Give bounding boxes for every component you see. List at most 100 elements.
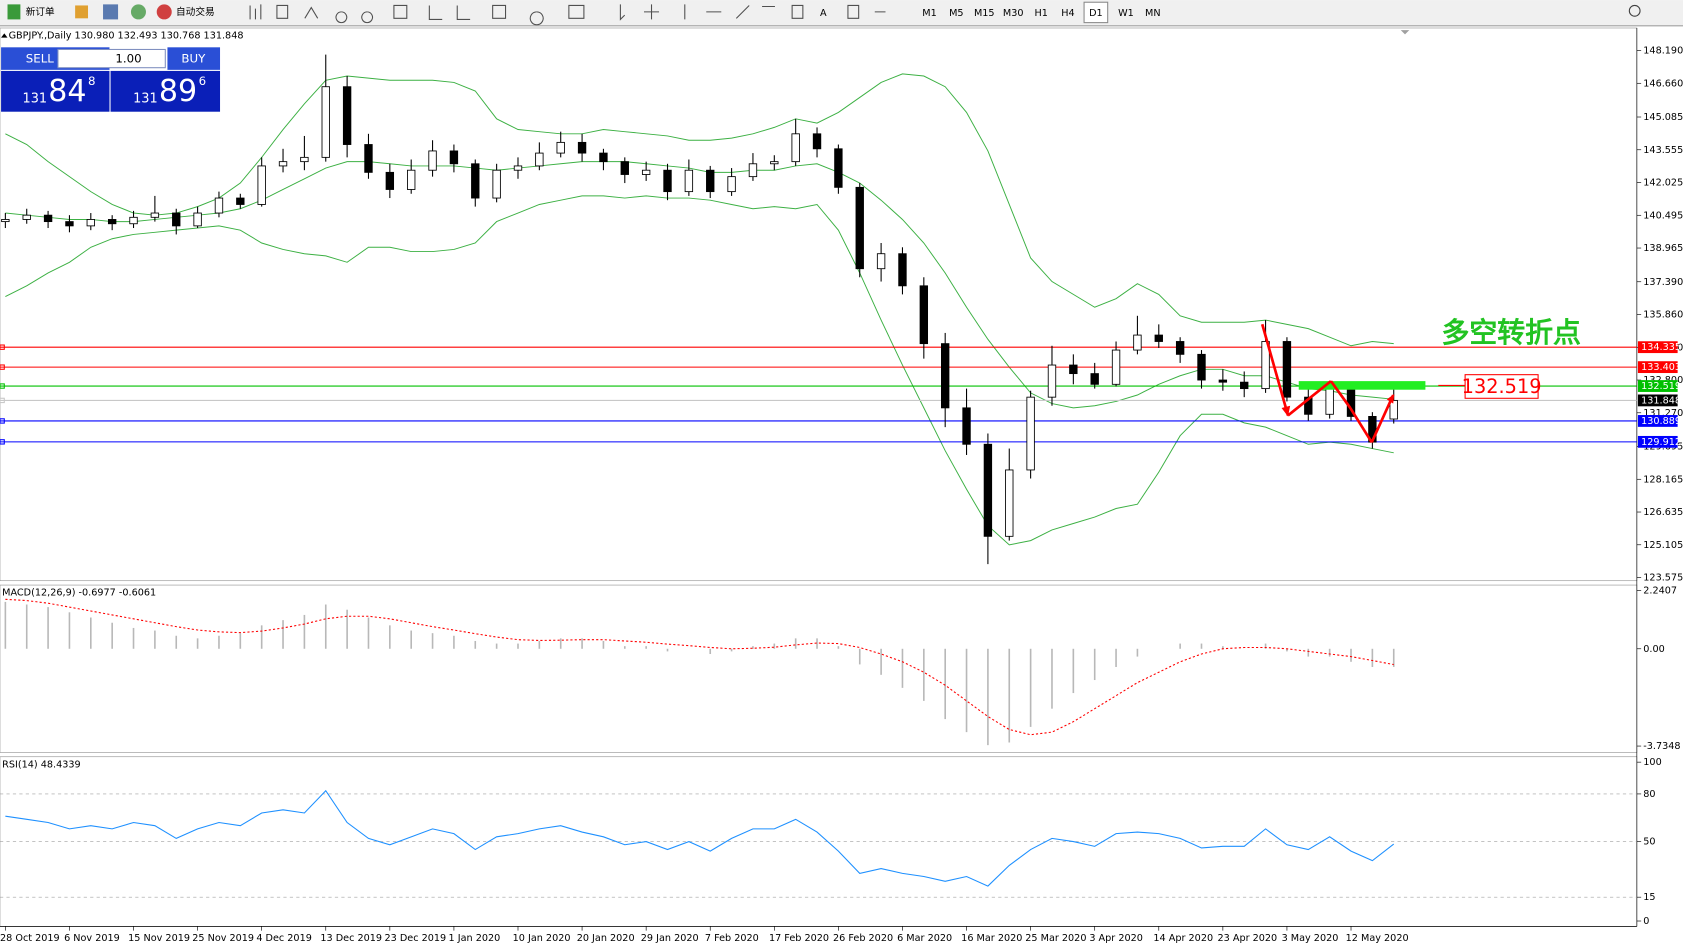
toolbar-button[interactable]: 自动交易 [176, 6, 215, 18]
candle-body [65, 221, 74, 227]
y-tick-label: 0 [1643, 916, 1649, 927]
annotation: 多空转折点 [1441, 316, 1581, 349]
timeframe-button[interactable]: MN [1145, 8, 1161, 19]
candle-body [940, 343, 950, 409]
timeframe-button[interactable]: M1 [922, 8, 936, 19]
y-tick-label: 140.495 [1643, 210, 1683, 221]
x-tick-label: 20 Jan 2020 [577, 933, 635, 944]
y-tick-label: 126.635 [1643, 507, 1683, 518]
lots-input[interactable] [57, 48, 166, 69]
rsi-line [5, 789, 1395, 887]
candle-body [1069, 364, 1078, 375]
x-tick-label: 25 Nov 2019 [192, 933, 254, 944]
text-tool[interactable]: A [820, 8, 827, 19]
rsi-title: RSI(14) 48.4339 [2, 759, 81, 770]
buy-label[interactable]: BUY [181, 52, 206, 66]
y-tick-label: 146.660 [1643, 78, 1683, 89]
y-tick-label: 148.190 [1643, 46, 1683, 57]
candle-body [855, 186, 864, 270]
x-tick-label: 4 Dec 2019 [256, 933, 312, 944]
y-tick-label: 125.105 [1643, 540, 1683, 551]
candle-body [107, 219, 117, 225]
autotrade-icon[interactable] [156, 4, 172, 20]
candle-body [834, 148, 843, 188]
x-tick-label: 3 Apr 2020 [1089, 933, 1143, 944]
toolbar-icon[interactable] [103, 4, 119, 20]
y-tick-label: 135.860 [1643, 310, 1683, 321]
candle-body [876, 253, 886, 270]
timeframe-button[interactable]: M15 [974, 8, 995, 19]
main-chart-area [0, 27, 1638, 582]
candle-body [300, 156, 309, 163]
y-tick-label: 0.00 [1643, 644, 1665, 655]
candle-body [1, 219, 10, 223]
x-tick-label: 23 Dec 2019 [384, 933, 446, 944]
candle-body [193, 212, 202, 227]
sell-label[interactable]: SELL [26, 52, 55, 66]
candle-body [236, 197, 245, 205]
candle-body [428, 150, 437, 171]
candle-body [770, 161, 779, 165]
candle-body [321, 86, 330, 158]
timeframe-button[interactable]: W1 [1118, 8, 1134, 19]
level-label: 131.848 [1641, 395, 1681, 406]
title-arrow [1, 33, 8, 38]
x-tick-label: 28 Oct 2019 [0, 933, 60, 944]
timeframe-button[interactable]: H1 [1034, 8, 1047, 19]
candle-body [1282, 341, 1292, 398]
candle-body [535, 152, 544, 167]
level-label-bg [1637, 394, 1678, 407]
buy-button[interactable] [167, 47, 221, 70]
candle-body [342, 86, 352, 145]
y-tick-label: 128.165 [1643, 474, 1683, 485]
candle-body [1325, 388, 1334, 415]
buy-price-box[interactable] [110, 70, 221, 112]
timeframe-button[interactable]: M30 [1003, 8, 1024, 19]
candle-body [1175, 341, 1185, 355]
candle-body [172, 212, 181, 227]
sell-price-main: 84 [48, 74, 86, 109]
candle-body [727, 176, 736, 193]
candle-body [150, 212, 160, 218]
candle-body [385, 171, 395, 190]
timeframe-button[interactable]: M5 [949, 8, 963, 19]
level-label-bg [1637, 435, 1678, 448]
search-icon[interactable] [1628, 4, 1641, 17]
timeframe-button[interactable]: H4 [1061, 8, 1074, 19]
candle-body [556, 141, 565, 154]
toolbar-icon[interactable] [130, 4, 146, 20]
new-order-icon[interactable] [7, 4, 21, 20]
candle-body [43, 214, 53, 223]
x-tick-label: 13 Dec 2019 [320, 933, 382, 944]
level-marker [0, 418, 5, 424]
sell-price-big: 131 [23, 91, 48, 106]
lots-value[interactable]: 1.00 [115, 52, 141, 66]
x-tick-label: 3 May 2020 [1282, 933, 1339, 944]
candle-body [1133, 334, 1142, 351]
toolbar [0, 0, 1683, 26]
x-tick-label: 12 May 2020 [1346, 933, 1409, 944]
y-tick-label: 15 [1643, 892, 1655, 903]
timeframe-bar: M1 M5 M15 M30 H1 H4 D1 W1 MN [922, 1, 1161, 24]
timeframe-button[interactable]: D1 [1089, 8, 1103, 19]
buy-price-main: 89 [159, 74, 197, 109]
x-tick-label: 10 Jan 2020 [513, 933, 571, 944]
level-label: 129.912 [1641, 437, 1681, 448]
y-tick-label: 50 [1643, 837, 1655, 848]
trend-arrows [1260, 323, 1395, 444]
y-tick-label: 2.2407 [1643, 585, 1677, 596]
active-timeframe[interactable] [1083, 1, 1109, 24]
toolbar-button[interactable]: 新订单 [26, 6, 55, 18]
candle-body [577, 141, 587, 154]
x-tick-label: 15 Nov 2019 [128, 933, 190, 944]
level-marker [0, 383, 5, 389]
x-tick-label: 6 Mar 2020 [897, 933, 952, 944]
sell-price-box[interactable] [1, 70, 110, 112]
toolbar-icon[interactable] [75, 5, 89, 19]
toolbar-tools[interactable] [249, 4, 886, 26]
level-label-bg [1637, 341, 1678, 354]
candle-body [684, 169, 694, 193]
x-tick-label: 23 Apr 2020 [1217, 933, 1277, 944]
y-tick-label: -3.7348 [1643, 741, 1680, 752]
